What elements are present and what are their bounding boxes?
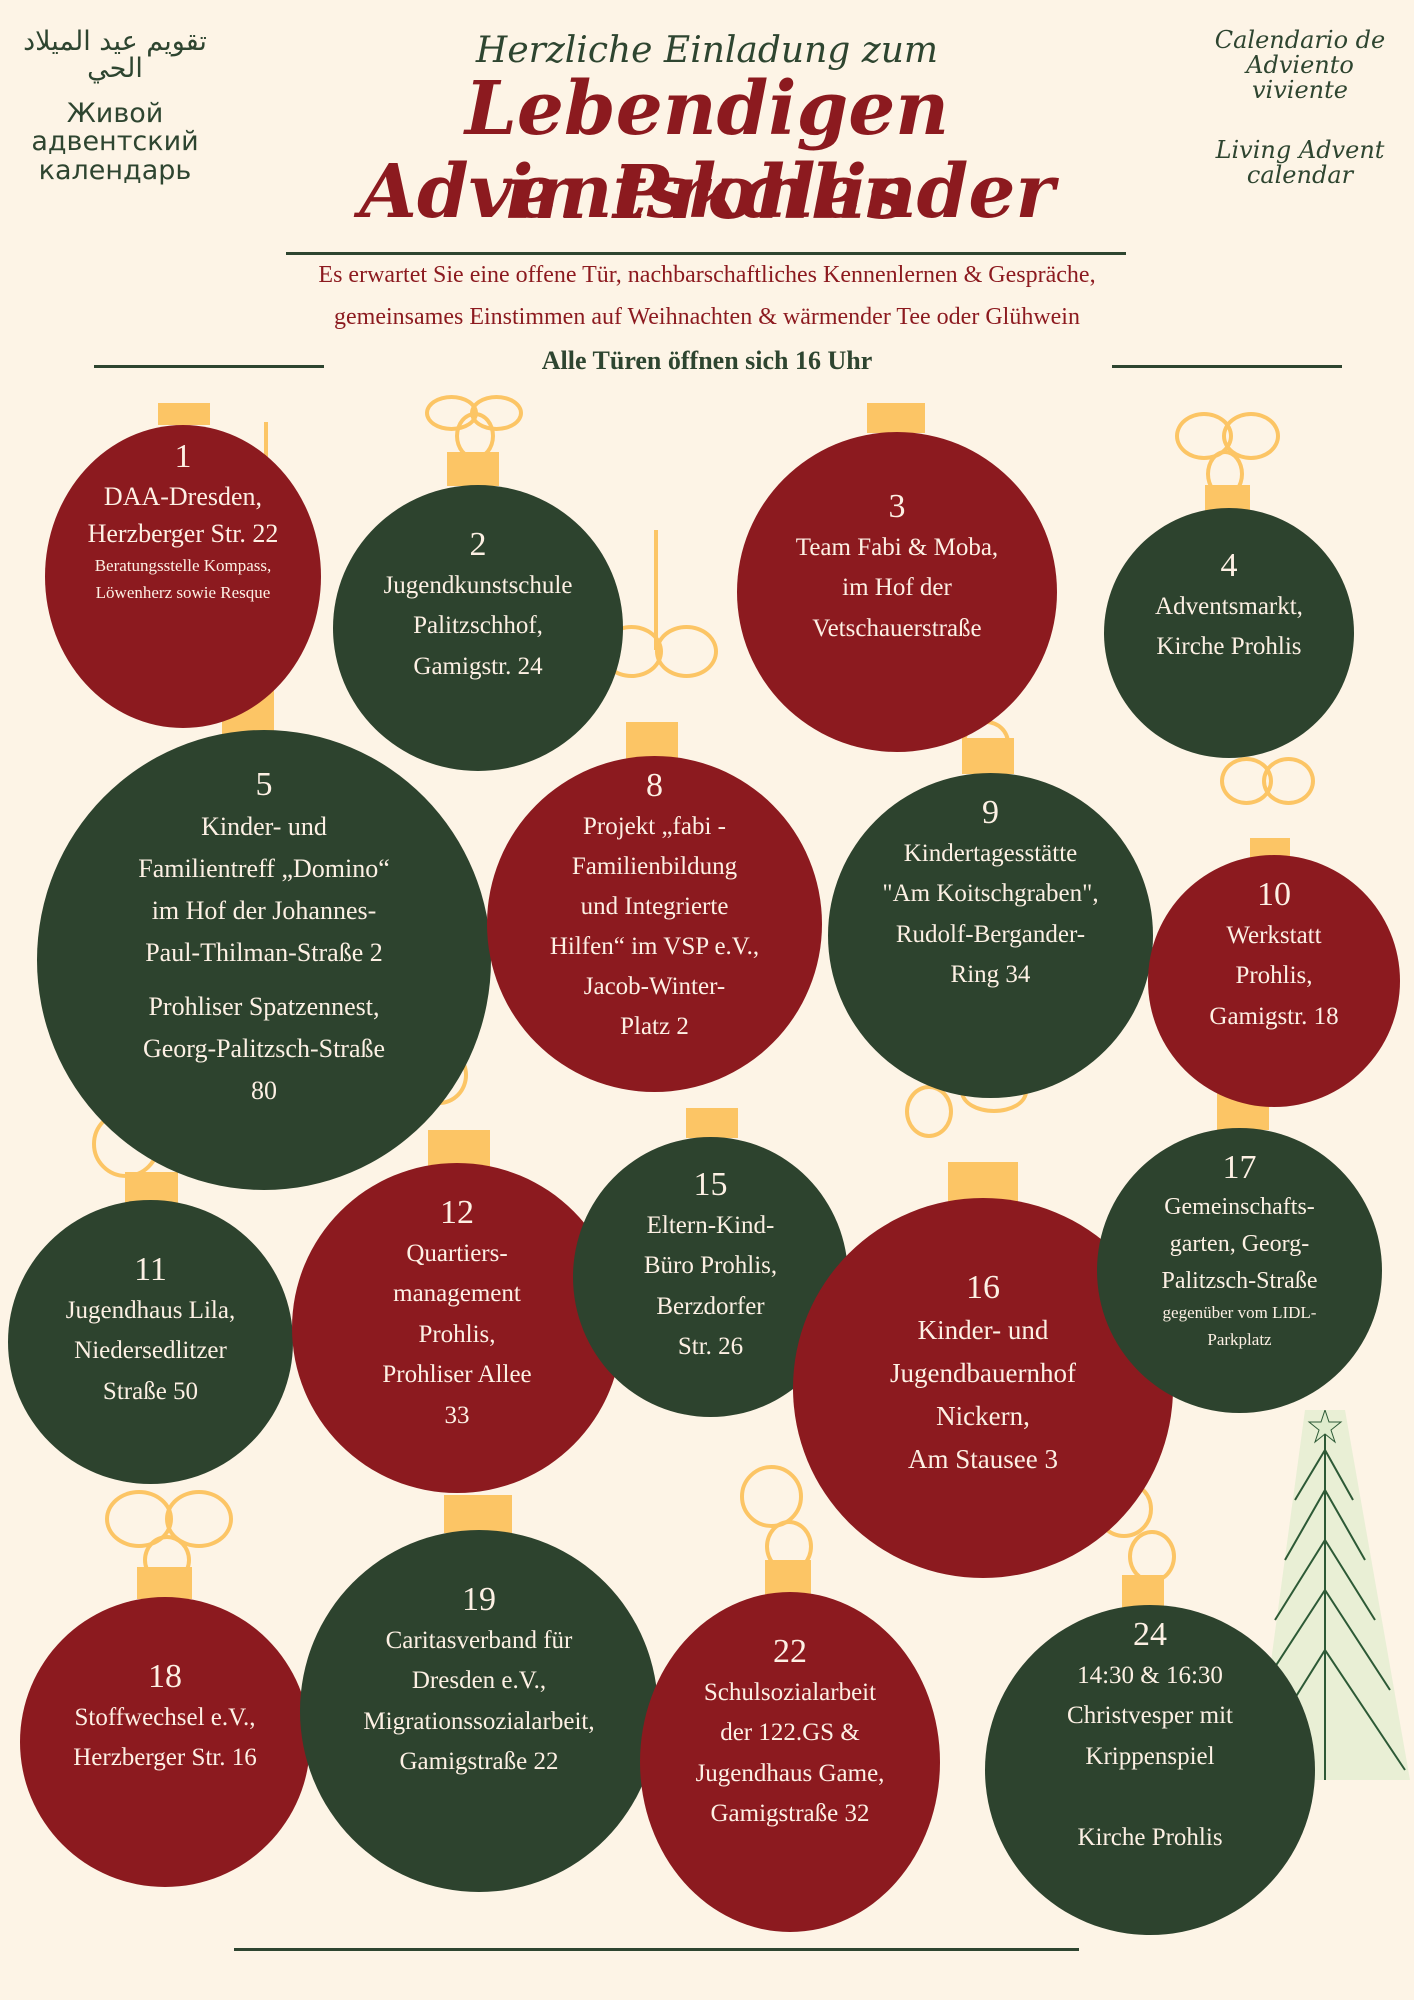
ornament-day-24[interactable]: 24 14:30 & 16:30 Christvesper mit Krippe… xyxy=(985,1605,1315,1935)
location-text: DAA-Dresden, Herzberger Str. 22 xyxy=(87,481,279,549)
arabic-title: تقويم عيد الميلاد الحي xyxy=(23,26,207,84)
ornament-day-1[interactable]: 1 DAA-Dresden, Herzberger Str. 22 Beratu… xyxy=(45,425,321,728)
location-text: Kinder- und Jugendbauernhof Nickern, Am … xyxy=(890,1314,1076,1475)
ornament-day-9[interactable]: 9 Kindertagesstätte "Am Koitschgraben", … xyxy=(828,773,1153,1098)
day-number: 5 xyxy=(255,766,273,803)
location-text: Werkstatt Prohlis, Gamigstr. 18 xyxy=(1209,921,1339,1030)
bow-icon xyxy=(655,625,718,678)
russian-title: Живой адвентский календарь xyxy=(31,98,199,186)
header-title-line1: Lebendigen Adventskalender xyxy=(359,66,1055,235)
location-note: Beratungsstelle Kompass, Löwenherz sowie… xyxy=(94,556,272,602)
header-title-line2: in Prohlis xyxy=(505,150,909,236)
location-text: Kindertagesstätte "Am Koitschgraben", Ru… xyxy=(882,839,1099,989)
day-number: 22 xyxy=(773,1633,807,1670)
day-number: 9 xyxy=(982,794,999,831)
location-text: Jugendhaus Lila, Niedersedlitzer Straße … xyxy=(65,1296,236,1405)
day-number: 24 xyxy=(1133,1616,1167,1653)
day-number: 15 xyxy=(693,1166,728,1203)
bow-icon xyxy=(740,1465,803,1528)
location-text: Caritasverband für Dresden e.V., Migrati… xyxy=(363,1626,595,1776)
ornament-day-12[interactable]: 12 Quartiers- management Prohlis, Prohli… xyxy=(292,1163,622,1493)
location-text: Schulsozialarbeit der 122.GS & Jugendhau… xyxy=(695,1678,885,1828)
ornament-day-18[interactable]: 18 Stoffwechsel e.V., Herzberger Str. 16 xyxy=(20,1597,310,1887)
spanish-title: Calendario de Adviento viviente xyxy=(1214,26,1386,105)
ornament-cap-1 xyxy=(158,403,210,425)
ornament-day-10[interactable]: 10 Werkstatt Prohlis, Gamigstr. 18 xyxy=(1148,855,1400,1107)
ornament-cap-19 xyxy=(444,1495,512,1533)
ornament-cap-18 xyxy=(137,1567,192,1599)
header-subtitle: Herzliche Einladung zum xyxy=(475,30,939,71)
ornament-cap-15 xyxy=(686,1108,738,1138)
bow-icon xyxy=(165,1490,233,1548)
location-text: Adventsmarkt, Kirche Prohlis xyxy=(1155,592,1303,661)
ornament-day-8[interactable]: 8 Projekt „fabi - Familienbildung und In… xyxy=(487,756,822,1092)
day-number: 11 xyxy=(134,1251,167,1288)
day-number: 17 xyxy=(1222,1149,1257,1186)
ornament-cap-9 xyxy=(962,738,1014,774)
intro-line2: gemeinsames Einstimmen auf Weihnachten &… xyxy=(334,304,1080,330)
ornament-day-2[interactable]: 2 Jugendkunstschule Palitzschhof, Gamigs… xyxy=(333,485,623,771)
location-text: Projekt „fabi - Familienbildung und Inte… xyxy=(549,812,760,1040)
day-number: 19 xyxy=(462,1581,496,1618)
ornament-string xyxy=(264,422,268,482)
bow-icon xyxy=(905,1085,953,1138)
intro-line1: Es erwartet Sie eine offene Tür, nachbar… xyxy=(318,262,1096,288)
location-text: Quartiers- management Prohlis, Prohliser… xyxy=(382,1239,532,1429)
bow-icon xyxy=(1262,757,1315,805)
ornament-cap-8 xyxy=(626,722,678,762)
day-number: 1 xyxy=(174,438,192,475)
ornament-day-4[interactable]: 4 Adventsmarkt, Kirche Prohlis xyxy=(1104,508,1354,758)
day-number: 18 xyxy=(148,1658,182,1695)
location-text-2: Prohliser Spatzennest, Georg-Palitzsch-S… xyxy=(142,992,386,1106)
day-number: 12 xyxy=(440,1194,474,1231)
divider-bottom xyxy=(234,1948,1079,1951)
ornament-day-22[interactable]: 22 Schulsozialarbeit der 122.GS & Jugend… xyxy=(640,1592,940,1932)
doors-open-time: Alle Türen öffnen sich 16 Uhr xyxy=(541,346,873,375)
location-text: Stoffwechsel e.V., Herzberger Str. 16 xyxy=(73,1703,257,1772)
day-number: 10 xyxy=(1257,876,1291,913)
location-text: Kinder- und Familientreff „Domino“ im Ho… xyxy=(138,811,390,968)
christmas-tree-icon xyxy=(1249,1410,1410,1780)
divider-top xyxy=(286,252,1126,255)
day-number: 8 xyxy=(646,767,663,804)
location-text: Team Fabi & Moba, im Hof der Vetschauers… xyxy=(795,533,999,642)
location-text: Eltern-Kind- Büro Prohlis, Berzdorfer St… xyxy=(643,1211,778,1361)
ornament-day-3[interactable]: 3 Team Fabi & Moba, im Hof der Vetschaue… xyxy=(737,432,1057,752)
ornament-day-11[interactable]: 11 Jugendhaus Lila, Niedersedlitzer Stra… xyxy=(8,1200,293,1484)
location-text: Gemeinschafts- garten, Georg- Palitzsch-… xyxy=(1161,1193,1318,1295)
ornament-cap-3 xyxy=(867,403,925,433)
location-text: Jugendkunstschule Palitzschhof, Gamigstr… xyxy=(383,571,573,680)
bow-icon xyxy=(1222,412,1280,460)
divider-left xyxy=(94,365,324,368)
divider-right xyxy=(1112,365,1342,368)
ornament-day-17[interactable]: 17 Gemeinschafts- garten, Georg- Palitzs… xyxy=(1097,1128,1382,1413)
english-title: Living Advent calendar xyxy=(1215,136,1385,190)
ornament-string xyxy=(654,530,658,650)
ornament-cap-11 xyxy=(125,1172,178,1204)
ornament-cap-22 xyxy=(765,1560,811,1596)
day-number: 2 xyxy=(469,526,487,563)
ornament-day-19[interactable]: 19 Caritasverband für Dresden e.V., Migr… xyxy=(300,1530,658,1892)
location-note: gegenüber vom LIDL- Parkplatz xyxy=(1162,1303,1317,1349)
day-number: 3 xyxy=(888,488,906,525)
ornament-cap-16 xyxy=(948,1162,1018,1202)
day-number: 16 xyxy=(966,1269,1000,1306)
ornament-day-5[interactable]: 5 Kinder- und Familientreff „Domino“ im … xyxy=(37,730,491,1190)
day-number: 4 xyxy=(1220,547,1238,584)
ornament-cap-2 xyxy=(447,452,499,486)
location-text: 14:30 & 16:30 Christvesper mit Krippensp… xyxy=(1067,1661,1233,1851)
